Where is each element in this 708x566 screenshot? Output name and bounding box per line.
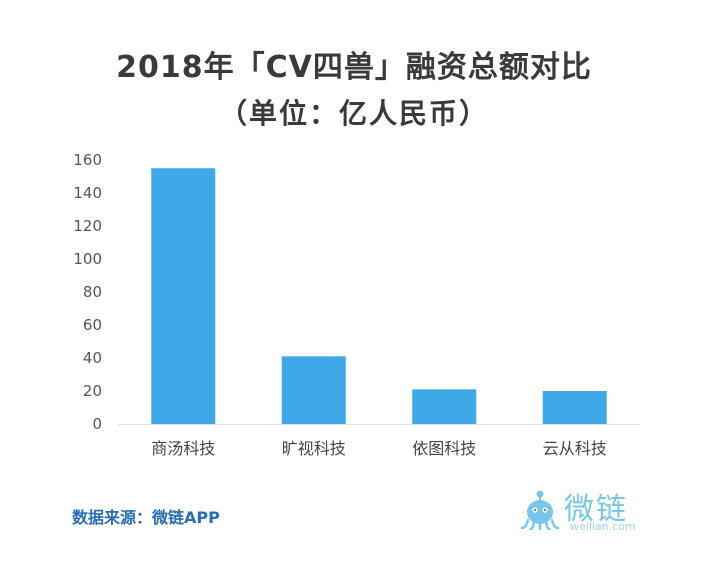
x-category-label: 旷视科技: [282, 439, 346, 458]
y-tick-label: 20: [83, 382, 102, 400]
y-tick-label: 80: [83, 283, 102, 301]
y-tick-label: 140: [73, 184, 102, 202]
chart-title: 2018年「CV四兽」融资总额对比: [116, 50, 592, 85]
y-tick-label: 0: [92, 415, 102, 433]
y-tick-label: 40: [83, 349, 102, 367]
x-axis: 商汤科技 旷视科技 依图科技 云从科技: [151, 439, 607, 458]
bar: [151, 168, 216, 424]
x-category-label: 商汤科技: [151, 439, 215, 458]
chart-subtitle: （单位：亿人民币）: [218, 97, 489, 130]
bar: [281, 356, 346, 424]
x-category-label: 云从科技: [543, 439, 607, 458]
y-tick-label: 160: [73, 151, 102, 169]
bars: [151, 168, 607, 424]
logo-domain: weilian.com: [570, 520, 636, 533]
weilian-logo: 微链 weilian.com: [520, 484, 650, 534]
bar: [542, 391, 607, 424]
data-source: 数据来源：微链APP: [72, 508, 220, 527]
x-category-label: 依图科技: [412, 439, 476, 458]
logo-text: 微链: [564, 492, 628, 527]
bar: [412, 389, 477, 424]
y-tick-label: 100: [73, 250, 102, 268]
octopus-mascot-icon: [520, 490, 560, 530]
y-tick-label: 60: [83, 316, 102, 334]
y-tick-label: 120: [73, 217, 102, 235]
y-axis: 0 20 40 60 80 100 120 140 160: [73, 151, 102, 433]
